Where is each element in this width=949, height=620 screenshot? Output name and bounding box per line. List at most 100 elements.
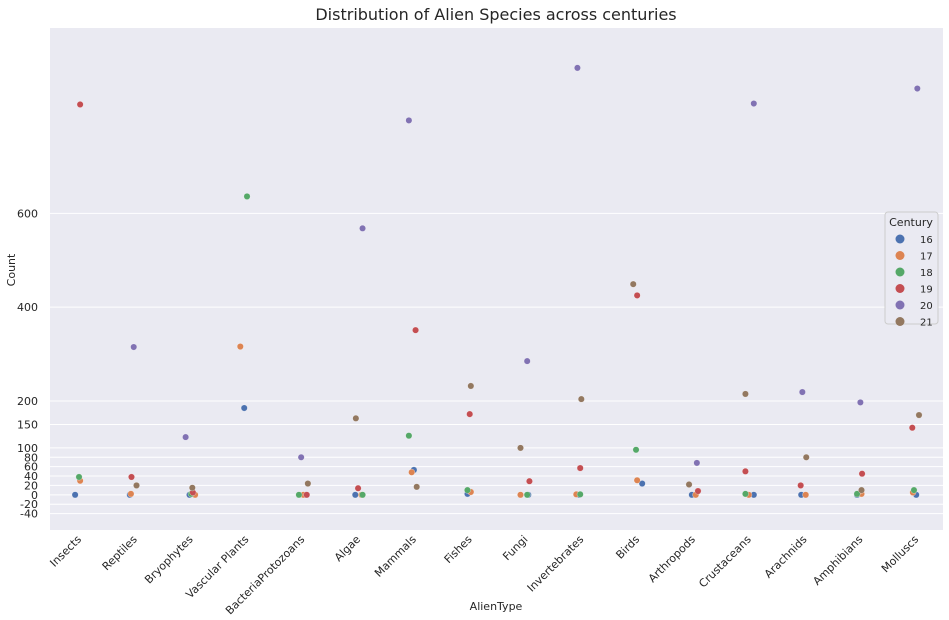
data-point (858, 486, 865, 494)
data-points (71, 64, 923, 499)
legend-marker (895, 234, 905, 244)
data-point (523, 491, 531, 499)
y-tick-label: 400 (17, 301, 38, 314)
legend-marker (895, 284, 905, 293)
x-tick-label: Algae (332, 533, 363, 564)
y-axis-label: Count (5, 253, 18, 286)
data-point (467, 382, 475, 390)
legend-label: 19 (920, 285, 933, 296)
data-point (405, 117, 413, 124)
data-point (913, 85, 921, 92)
data-point (797, 482, 805, 489)
y-tick-label: -20 (20, 498, 38, 511)
legend-marker (895, 300, 905, 310)
data-point (908, 424, 916, 432)
data-point (693, 459, 701, 467)
x-tick-label: Amphibians (810, 533, 865, 588)
data-point (629, 280, 637, 288)
data-point (75, 473, 83, 481)
data-point (742, 490, 749, 498)
data-point (236, 343, 244, 350)
data-point (128, 473, 135, 481)
x-tick-label: Insects (47, 533, 84, 570)
y-tick-label: 80 (24, 451, 38, 464)
x-tick-label: Mammals (372, 533, 419, 580)
data-point (182, 433, 189, 441)
y-tick-label: 100 (17, 442, 38, 455)
legend-marker (895, 317, 905, 326)
x-tick-label: Arachnids (762, 533, 810, 581)
data-point (577, 395, 585, 403)
data-point (405, 432, 413, 440)
data-point (632, 446, 640, 454)
data-point (858, 470, 866, 478)
data-point (685, 481, 693, 488)
y-tick-label: 60 (24, 461, 38, 474)
x-tick-label: Birds (613, 533, 642, 562)
data-point (351, 491, 359, 499)
plot-area (50, 28, 943, 530)
data-point (910, 486, 918, 494)
x-tick-label: Fishes (442, 533, 475, 566)
data-point (127, 490, 135, 498)
data-point (742, 390, 749, 398)
data-point (359, 491, 366, 499)
data-point (523, 357, 531, 365)
data-point (133, 482, 140, 489)
data-point (576, 464, 584, 472)
x-axis-label: AlienType (470, 600, 523, 613)
legend-marker (895, 267, 905, 277)
data-point (576, 490, 584, 498)
x-tick-label: Reptiles (100, 533, 140, 573)
data-point (799, 388, 806, 396)
x-tick-label: Crustaceans (696, 533, 754, 591)
data-point (295, 491, 303, 499)
legend-title: Century (889, 216, 933, 229)
data-point (915, 411, 923, 419)
data-point (130, 343, 138, 351)
data-point (303, 491, 311, 499)
data-point (638, 480, 646, 487)
y-tick-label: 0 (31, 489, 38, 502)
data-point (464, 486, 471, 494)
y-tick-label: 200 (17, 395, 38, 408)
y-tick-label: 600 (17, 207, 38, 220)
y-tick-label: 150 (17, 418, 38, 431)
data-point (633, 292, 641, 299)
data-point (742, 468, 749, 475)
legend-label: 21 (920, 318, 933, 329)
data-point (574, 64, 581, 72)
data-point (71, 491, 79, 499)
data-point (304, 480, 312, 487)
data-point (243, 193, 251, 200)
data-point (517, 491, 524, 499)
y-tick-label: 20 (24, 479, 38, 492)
gridlines (50, 212, 943, 515)
x-tick-label: Molluscs (879, 533, 921, 575)
data-point (352, 414, 360, 422)
data-point (240, 404, 248, 412)
data-point (354, 484, 362, 492)
data-point (802, 453, 810, 461)
y-tick-label: 40 (24, 470, 38, 483)
data-point (802, 491, 810, 499)
legend-label: 18 (920, 268, 933, 279)
data-point (76, 101, 84, 108)
legend-marker (895, 251, 905, 260)
data-point (857, 399, 864, 406)
data-point (853, 490, 861, 498)
legend-label: 20 (920, 301, 933, 312)
data-point (412, 326, 419, 334)
data-point (188, 484, 196, 492)
data-point (408, 468, 416, 476)
data-point (526, 477, 533, 485)
chart-title: Distribution of Alien Species across cen… (315, 5, 676, 24)
legend-label: 16 (920, 235, 933, 246)
data-point (466, 410, 474, 418)
data-point (359, 224, 366, 232)
data-point (633, 476, 641, 484)
x-tick-label: Arthropods (646, 533, 698, 585)
